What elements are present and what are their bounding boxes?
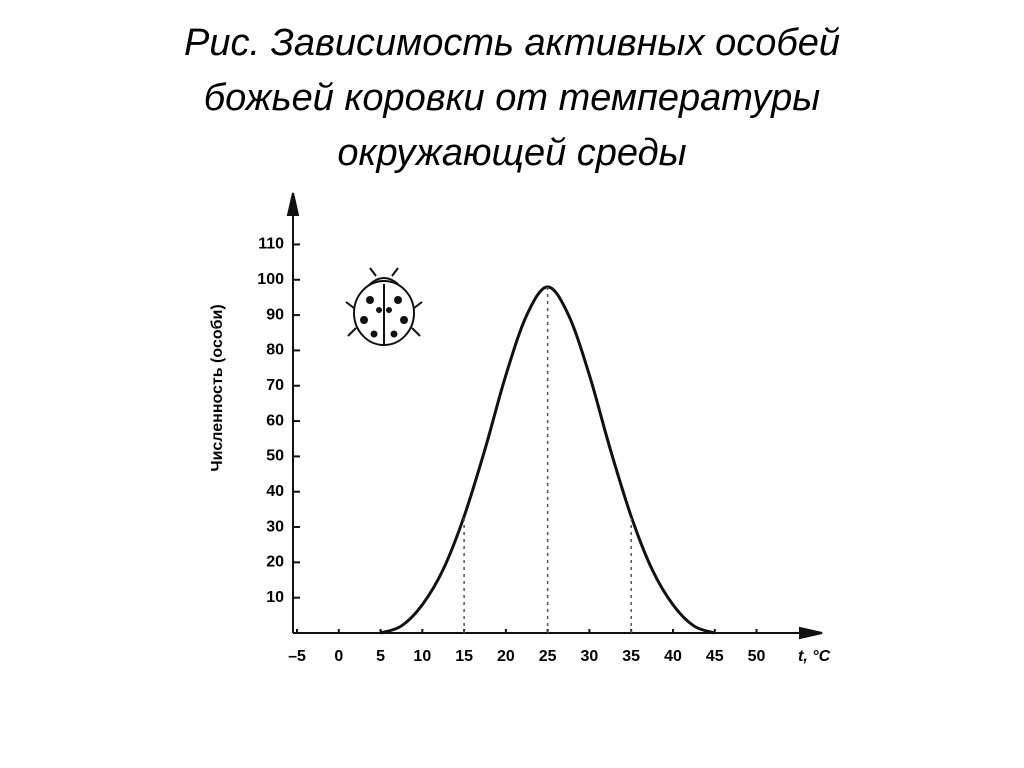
y-axis-label: Численность (особи) [209,304,226,471]
title-line: божьей коровки от температуры [204,77,820,119]
ladybug [345,267,423,346]
y-tick-label: 90 [266,306,284,323]
x-tick-label: 50 [748,648,766,665]
x-axis-label: t, °C [798,648,831,665]
axes [286,192,823,640]
x-tick-label: 10 [413,648,431,665]
y-tick-label: 40 [266,483,284,500]
x-tick-label: –5 [288,648,306,665]
x-tick-label: 5 [376,648,385,665]
curve [380,285,716,635]
y-arrow [286,192,300,216]
x-tick-label: 15 [455,648,473,665]
y-tick-label: 30 [266,518,284,535]
y-tick-label: 50 [266,448,284,465]
x-tick-label: 35 [622,648,640,665]
y-tick-label: 10 [266,589,284,606]
x-tick-label: 25 [539,648,557,665]
y-tick-label: 20 [266,554,284,571]
x-tick-label: 20 [497,648,515,665]
y-tick-label: 80 [266,342,284,359]
x-tick-label: 40 [664,648,682,665]
y-tick-label: 70 [266,377,284,394]
x-tick-label: 30 [581,648,599,665]
x-tick-label: 45 [706,648,724,665]
y-tick-label: 100 [257,271,284,288]
x-arrow [799,626,823,640]
x-tick-label: 0 [334,648,343,665]
y-tick-label: 60 [266,412,284,429]
title-line: Рис. Зависимость активных особей [184,22,840,64]
y-tick-label: 110 [258,236,284,253]
title-line: окружающей среды [337,132,686,174]
